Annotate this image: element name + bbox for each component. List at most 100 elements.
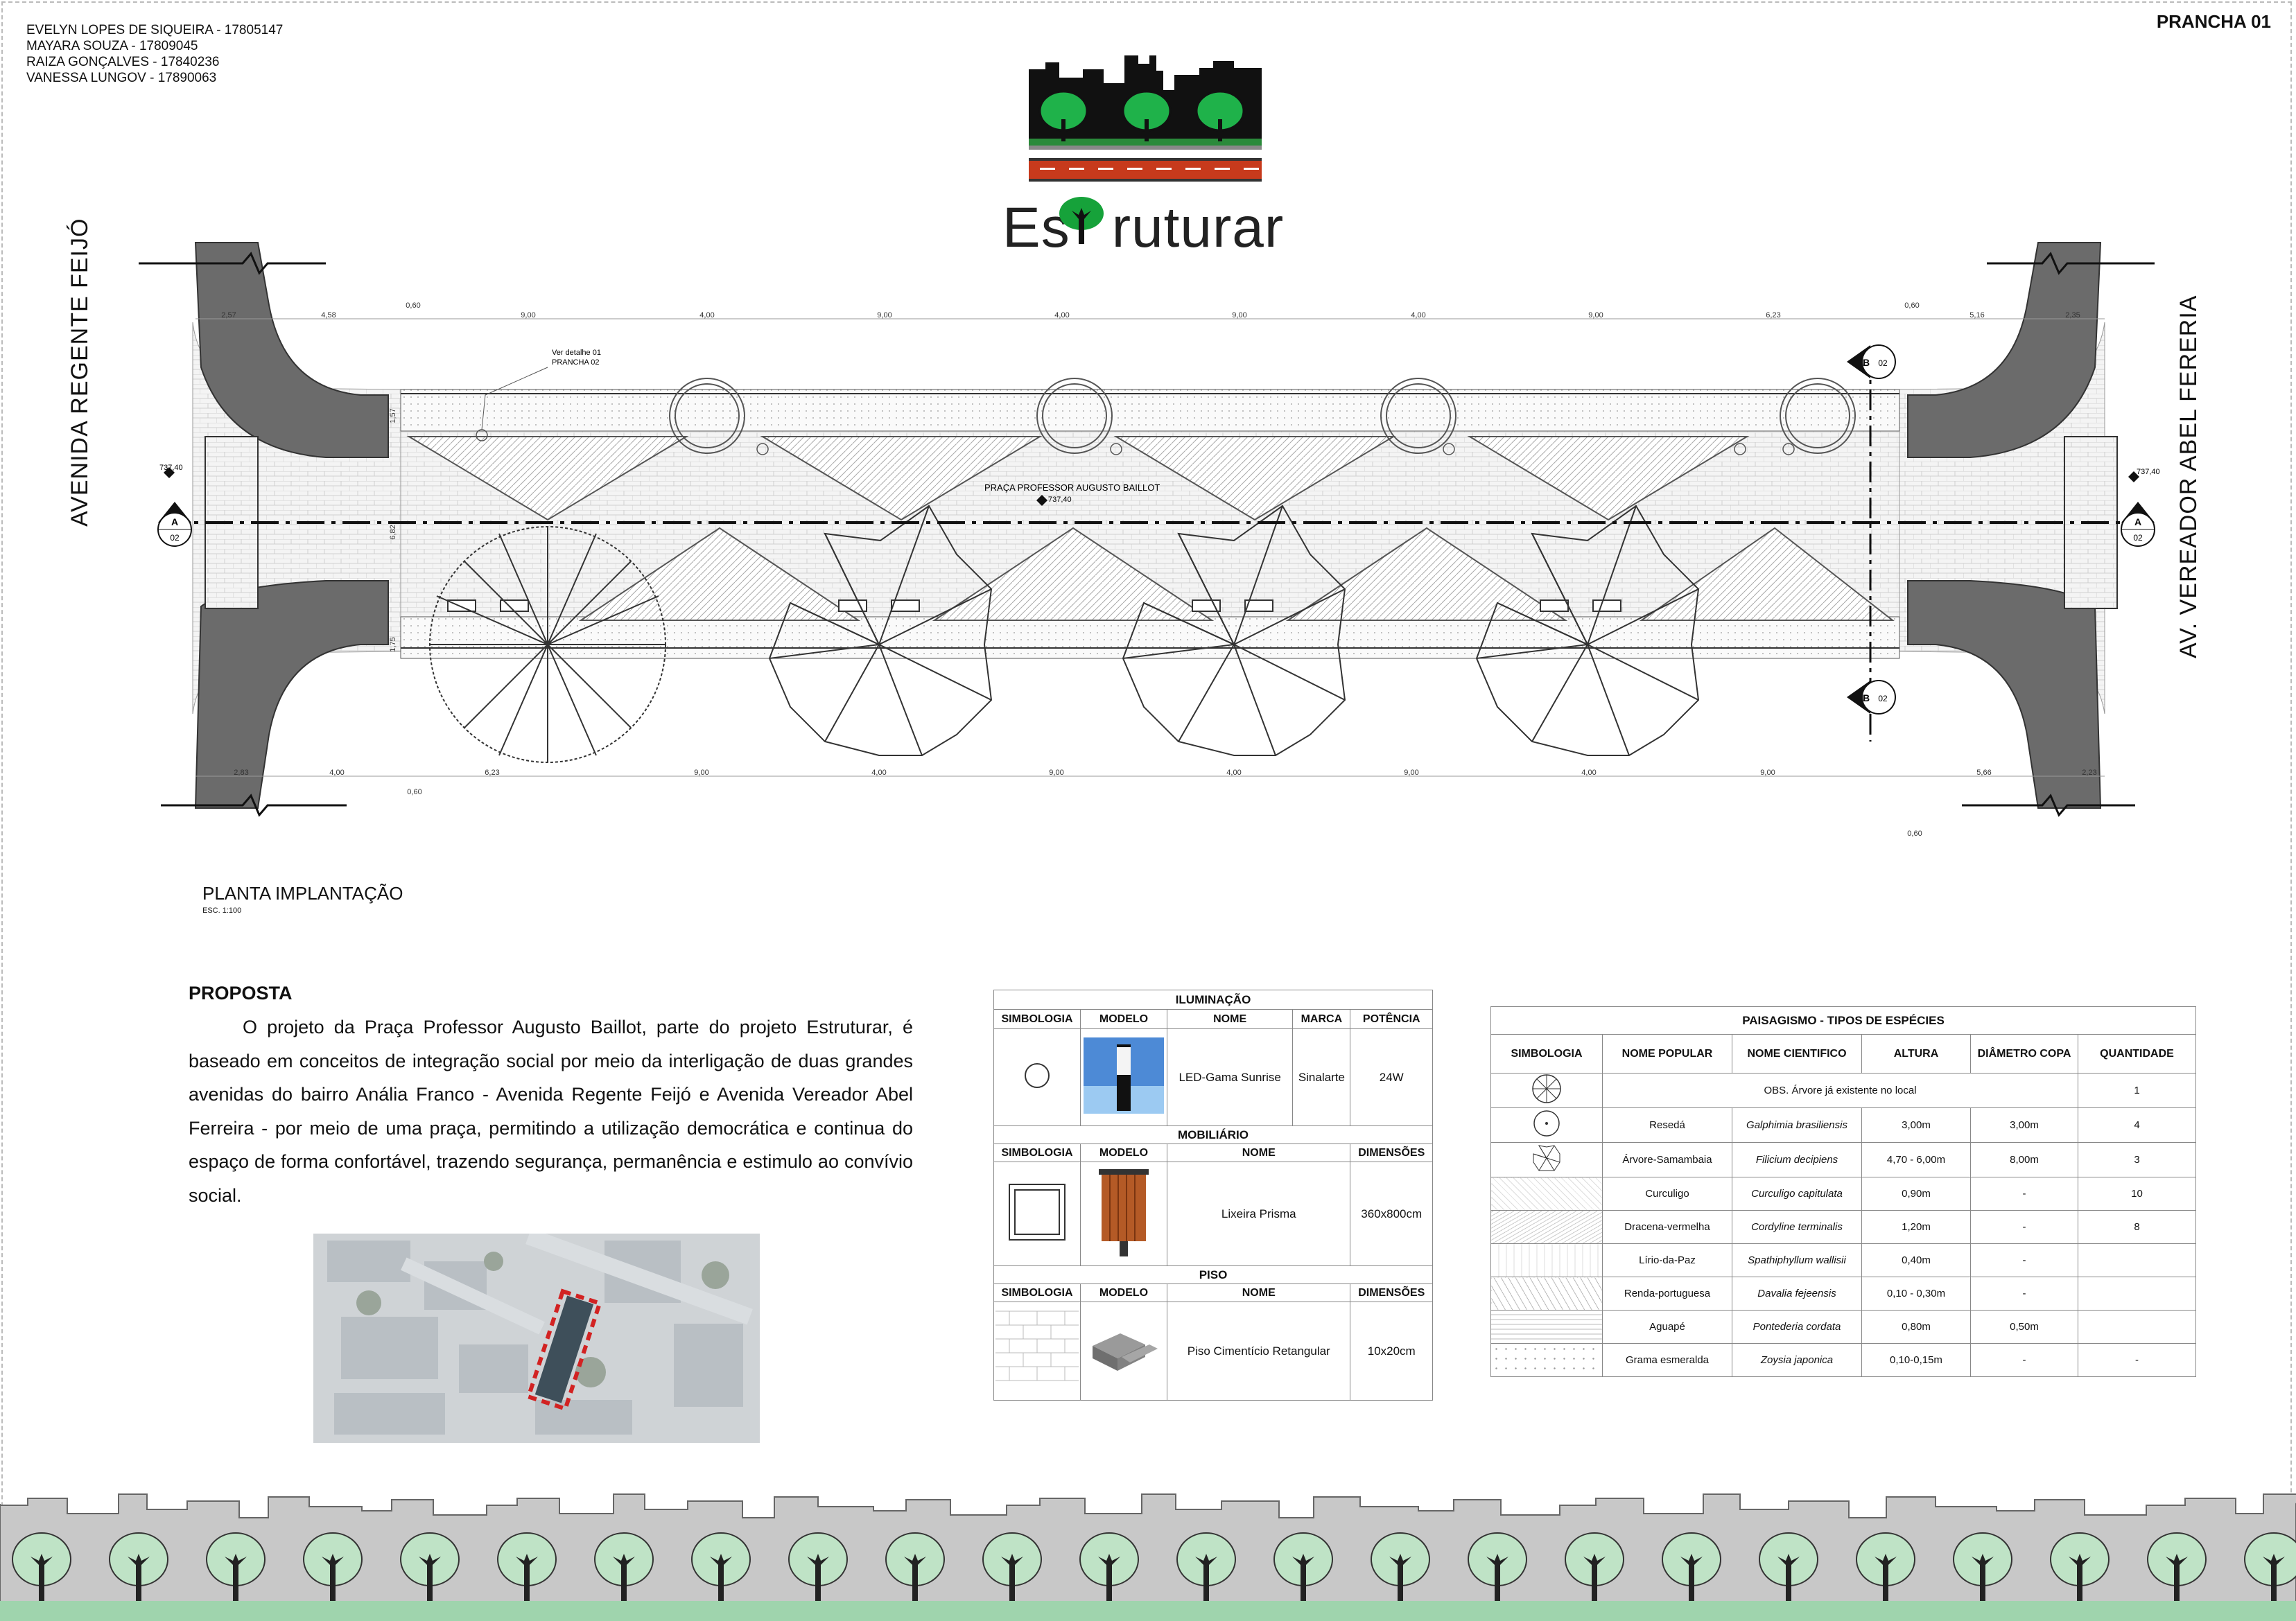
symbol-cell (1490, 1277, 1603, 1311)
symbol-cell (1490, 1073, 1603, 1108)
height-cell: 0,80m (1861, 1310, 1971, 1344)
popular-name: Árvore-Samambaia (1602, 1142, 1732, 1177)
col-header: SIMBOLOGIA (993, 1144, 1081, 1162)
site-plan: A 02 A 02 B 02 B 02 PRAÇA PROFESSOR AUGU… (139, 242, 2160, 838)
street-label-left: AVENIDA REGENTE FEIJÓ (67, 218, 93, 527)
dim-label: 6,23 (1766, 311, 1780, 319)
footer-tree-icon (691, 1532, 751, 1601)
symbol-cell (1490, 1210, 1603, 1244)
proposal-text: O projeto da Praça Professor Augusto Bai… (189, 1010, 913, 1212)
footer-tree-icon (400, 1532, 460, 1601)
footer-tree-icon (1273, 1532, 1333, 1601)
footer-tree-icon (982, 1532, 1042, 1601)
proposal-paragraph: O projeto da Praça Professor Augusto Bai… (189, 1017, 913, 1206)
symbol-cell (1490, 1142, 1603, 1177)
dim-label: 0,60 (407, 788, 421, 796)
authors-list: EVELYN LOPES DE SIQUEIRA - 17805147 MAYA… (26, 22, 283, 86)
lighting-power: 24W (1350, 1028, 1433, 1126)
col-header: NOME (1166, 1009, 1294, 1029)
symbol-cell (1490, 1243, 1603, 1277)
height-cell: 0,10 - 0,30m (1861, 1277, 1971, 1311)
section-a-sheet: 02 (2133, 533, 2143, 543)
footer-tree-icon (206, 1532, 266, 1601)
col-header: SIMBOLOGIA (993, 1283, 1081, 1302)
landscape-table: PAISAGISMO - TIPOS DE ESPÉCIES SIMBOLOGI… (1490, 1006, 2196, 1377)
symbol-cell (1490, 1177, 1603, 1211)
furniture-title: MOBILIÁRIO (993, 1125, 1433, 1144)
plan-title: PLANTA IMPLANTAÇÃO (202, 883, 403, 904)
popular-name: Renda-portuguesa (1602, 1277, 1732, 1311)
col-header: NOME CIENTIFICO (1732, 1034, 1862, 1074)
footer-tree-icon (1953, 1532, 2012, 1601)
level-label: 737,40 (1048, 496, 1072, 504)
dim-label: 5,66 (1976, 769, 1991, 777)
popular-name: Dracena-vermelha (1602, 1210, 1732, 1244)
floor-model (1080, 1302, 1167, 1401)
existing-tree-icon (1532, 1074, 1561, 1103)
footer-tree-icon (12, 1532, 71, 1601)
logo-wordmark: Es ruturar (1002, 195, 1284, 261)
col-header: SIMBOLOGIA (993, 1009, 1081, 1029)
height-cell: 3,00m (1861, 1107, 1971, 1143)
qty-cell: - (2078, 1343, 2196, 1377)
dim-label: 2,83 (234, 769, 248, 777)
section-a-label: A (171, 516, 178, 527)
diameter-cell: 0,50m (1970, 1310, 2078, 1344)
section-marker-b-top: B 02 (1847, 344, 1896, 379)
diameter-cell: - (1970, 1277, 2078, 1311)
col-header: MODELO (1080, 1144, 1167, 1162)
footer-tree-icon (1856, 1532, 1915, 1601)
footer-tree-icon (1468, 1532, 1527, 1601)
detail-note: Ver detalhe 01 (552, 349, 601, 357)
aerial-photo (313, 1234, 760, 1443)
footer-grass (0, 1601, 2296, 1621)
floor-dims: 10x20cm (1350, 1302, 1433, 1401)
dim-label: 9,00 (1404, 769, 1418, 777)
dim-label: 4,00 (329, 769, 344, 777)
footer-tree-icon (2147, 1532, 2207, 1601)
dim-label: 2,57 (221, 311, 236, 319)
floor-title: PISO (993, 1265, 1433, 1284)
dim-label: 6,23 (485, 769, 499, 777)
section-b-sheet: 02 (1878, 358, 1888, 368)
square-label: PRAÇA PROFESSOR AUGUSTO BAILLOT (984, 482, 1160, 493)
col-header: DIÂMETRO COPA (1970, 1034, 2078, 1074)
dim-label: 9,00 (1232, 311, 1246, 319)
dim-label: 0,60 (1904, 301, 1919, 310)
footer-tree-icon (109, 1532, 168, 1601)
height-cell: 1,20m (1861, 1210, 1971, 1244)
lighting-model (1080, 1028, 1167, 1126)
fern-tree-icon (1533, 1145, 1560, 1171)
dim-label: 9,00 (877, 311, 892, 319)
paver-block-icon (1093, 1333, 1158, 1371)
popular-name: Lírio-da-Paz (1602, 1243, 1732, 1277)
diameter-cell: - (1970, 1210, 2078, 1244)
col-header: MODELO (1080, 1009, 1167, 1029)
col-header: DIMENSÕES (1350, 1283, 1433, 1302)
reseda-icon (1533, 1110, 1560, 1137)
lighting-name: LED-Gama Sunrise (1166, 1028, 1294, 1126)
level-label: 737,40 (159, 464, 183, 472)
dim-label: 4,00 (699, 311, 714, 319)
dim-label: 9,00 (1588, 311, 1603, 319)
street-label-right: AV. VEREADOR ABEL FERERIA (2175, 295, 2202, 658)
footer-tree-icon (2244, 1532, 2296, 1601)
symbol-cell (1490, 1107, 1603, 1143)
dim-label: 9,00 (694, 769, 708, 777)
qty-cell: 8 (2078, 1210, 2196, 1244)
detail-note: PRANCHA 02 (552, 358, 599, 367)
logo-tree-icon (1059, 197, 1104, 244)
section-marker-b-bottom: B 02 (1847, 680, 1896, 715)
note-cell: OBS. Árvore já existente no local (1602, 1073, 2078, 1108)
scientific-name: Pontederia cordata (1732, 1310, 1862, 1344)
dim-label: 4,00 (1581, 769, 1596, 777)
height-cell: 0,90m (1861, 1177, 1971, 1211)
section-marker-a-left: A 02 (157, 502, 192, 547)
footer-tree-icon (497, 1532, 557, 1601)
dim-label: 4,58 (321, 311, 336, 319)
author: VANESSA LUNGOV - 17890063 (26, 71, 217, 85)
dim-label: 5,16 (1969, 311, 1984, 319)
footer-tree-icon (1759, 1532, 1818, 1601)
symbol-cell (1490, 1343, 1603, 1377)
dim-label: 1,75 (389, 637, 397, 651)
